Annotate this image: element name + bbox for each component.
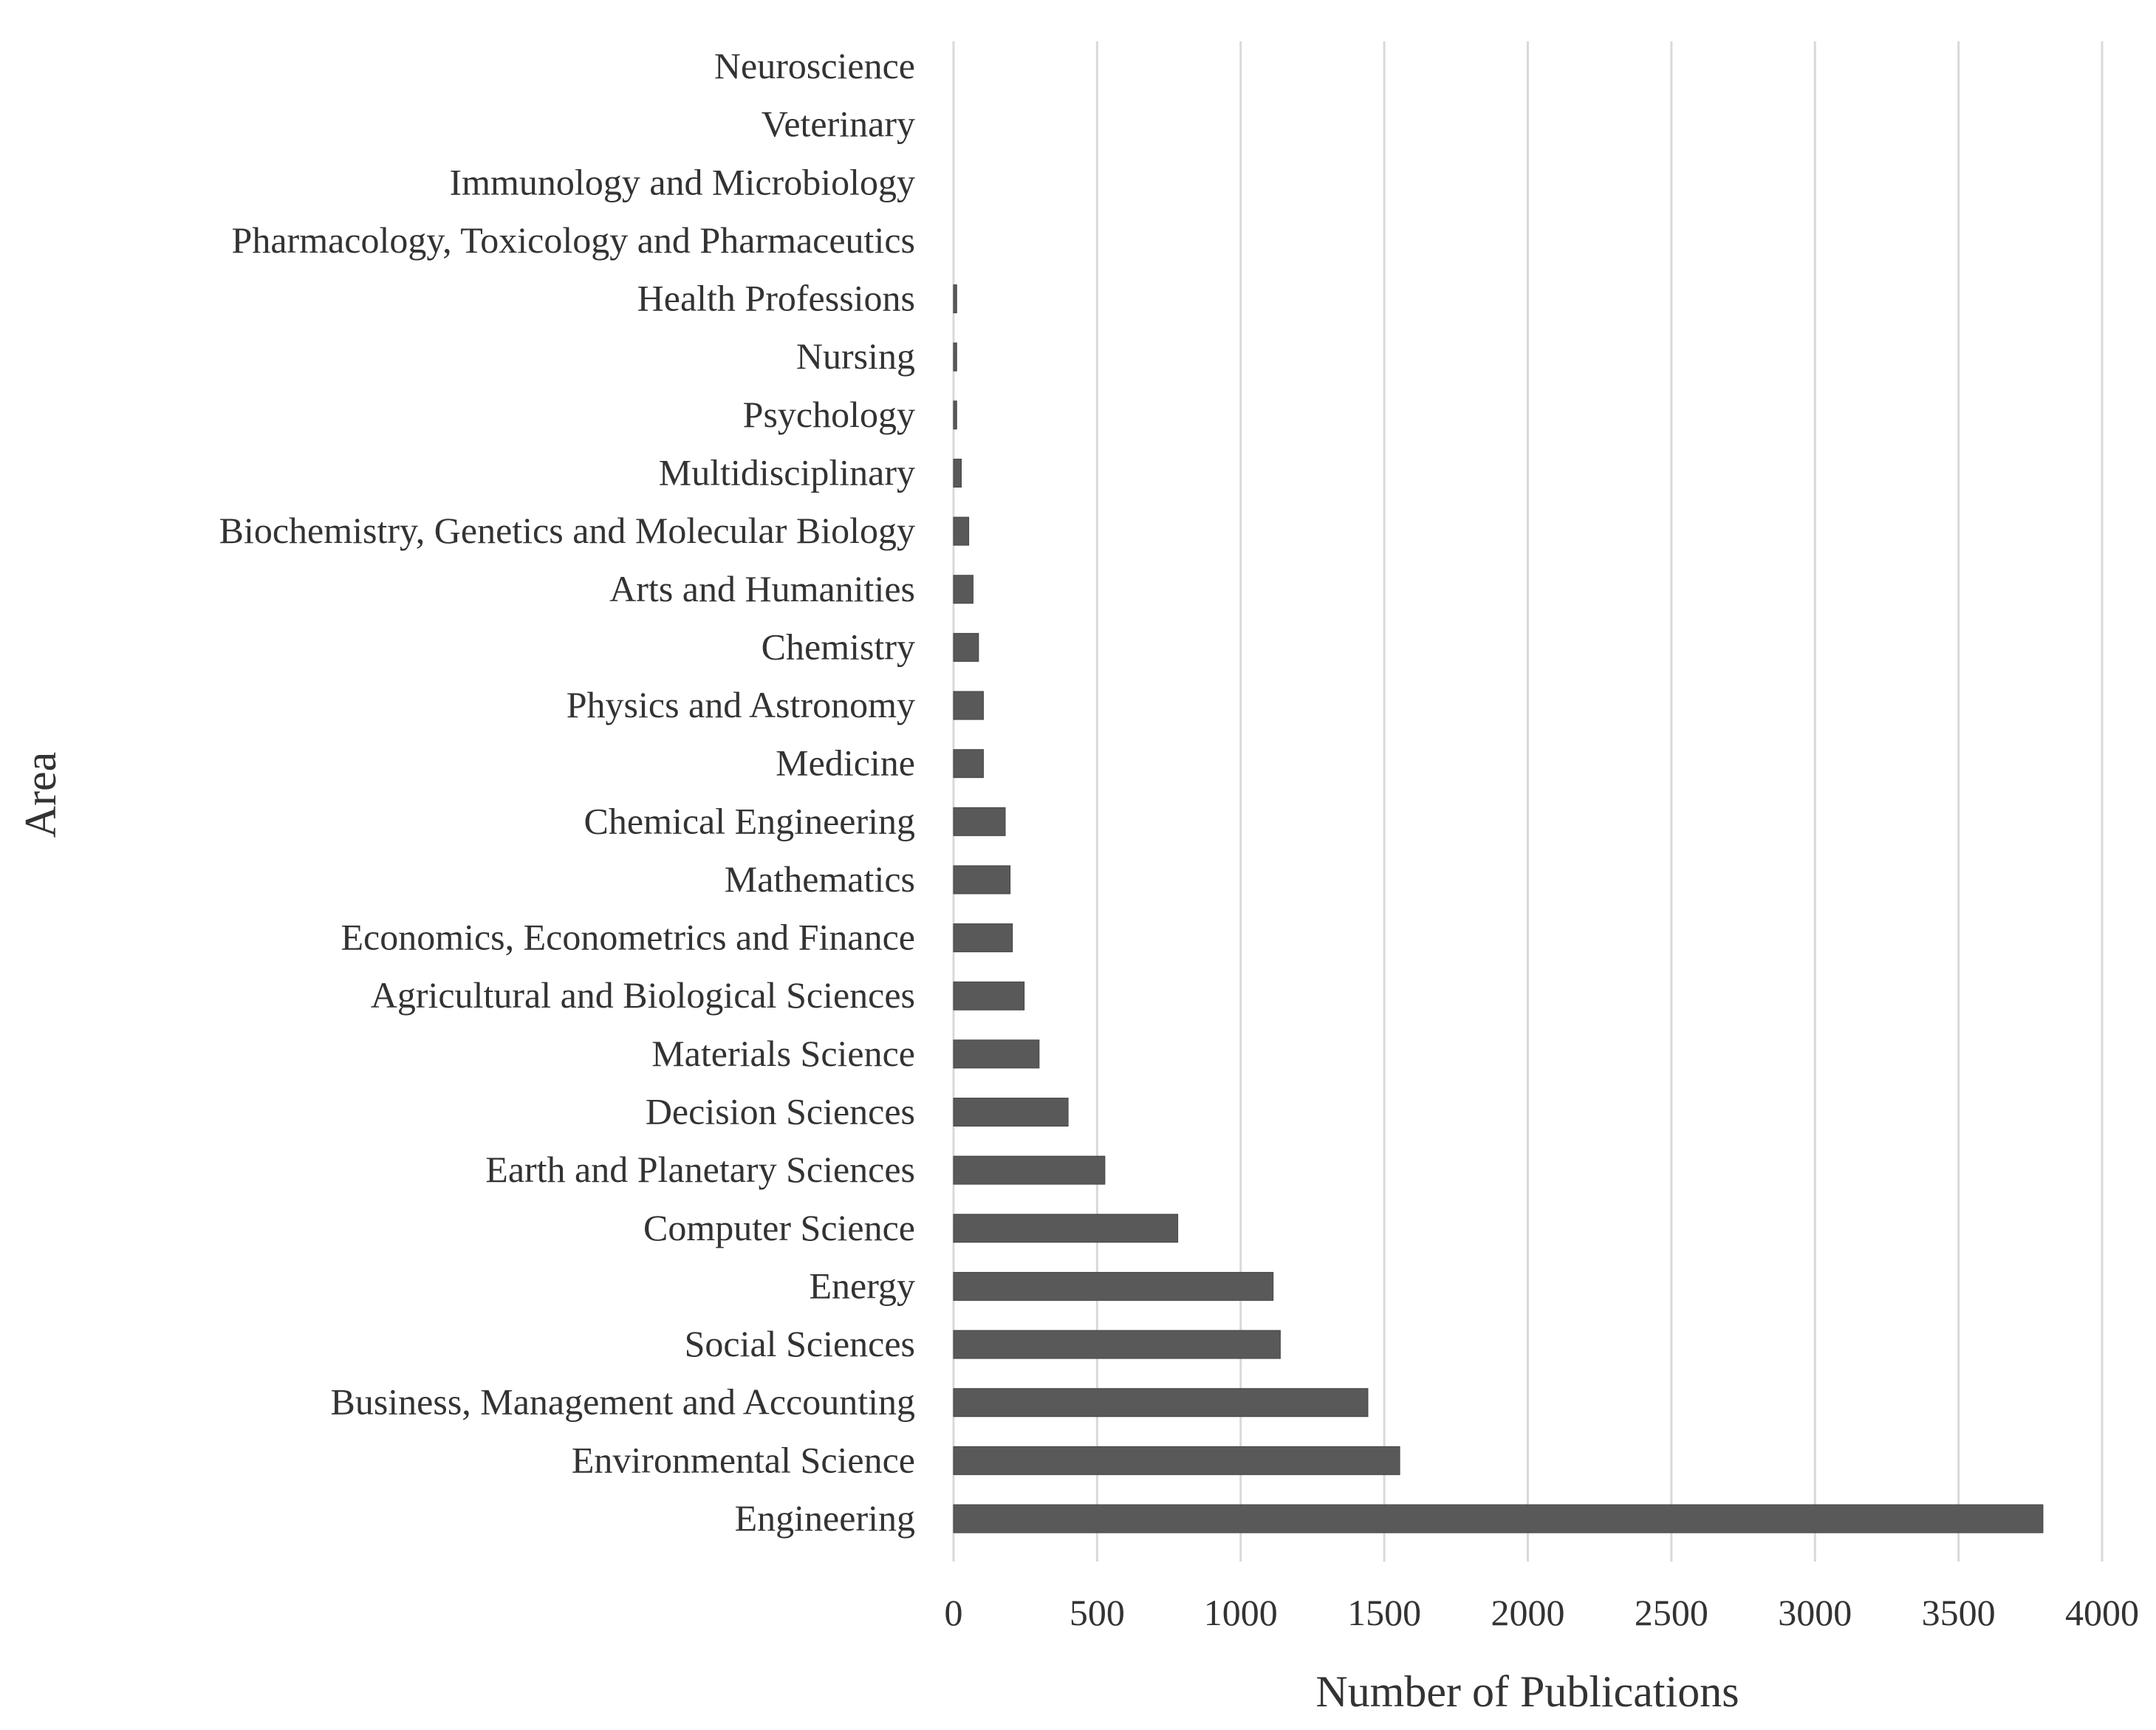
category-label: Mathematics: [725, 858, 915, 900]
bar: [953, 1330, 1281, 1359]
category-label: Economics, Econometrics and Finance: [340, 917, 915, 958]
bars: [953, 284, 2044, 1534]
bar: [953, 981, 1025, 1011]
bar: [953, 458, 962, 488]
category-label: Agricultural and Biological Sciences: [371, 974, 915, 1016]
category-label: Computer Science: [643, 1207, 915, 1248]
bar: [953, 516, 970, 546]
x-tick-label: 3000: [1778, 1592, 1852, 1633]
bar: [953, 691, 984, 720]
x-tick-label: 1000: [1204, 1592, 1278, 1633]
category-label: Chemistry: [762, 626, 915, 667]
bar: [953, 749, 984, 779]
bar: [953, 1504, 2044, 1534]
category-label: Neuroscience: [714, 45, 915, 86]
bar: [953, 923, 1013, 953]
bar: [953, 1271, 1274, 1301]
category-label: Health Professions: [637, 278, 915, 319]
x-tick-label: 500: [1070, 1592, 1125, 1633]
category-label: Physics and Astronomy: [567, 684, 915, 725]
category-label: Veterinary: [762, 103, 915, 145]
bar: [953, 1214, 1179, 1243]
bar: [953, 1098, 1069, 1127]
bar: [953, 284, 957, 314]
category-label: Pharmacology, Toxicology and Pharmaceuti…: [232, 219, 915, 261]
bar: [953, 400, 957, 430]
category-label: Business, Management and Accounting: [330, 1381, 915, 1423]
bar: [953, 575, 973, 604]
x-tick-label: 0: [945, 1592, 963, 1633]
category-labels: Neuroscience Veterinary Immunology and Mic…: [219, 45, 915, 1539]
x-tick-label: 2000: [1491, 1592, 1565, 1633]
category-label: Earth and Planetary Sciences: [485, 1149, 915, 1190]
bar: [953, 1155, 1106, 1185]
category-label: Social Sciences: [685, 1323, 915, 1364]
category-label: Immunology and Microbiology: [450, 161, 916, 202]
category-label: Medicine: [776, 742, 915, 784]
bar: [953, 1388, 1369, 1418]
category-label: Decision Sciences: [646, 1091, 915, 1132]
category-label: Arts and Humanities: [609, 568, 915, 609]
category-label: Psychology: [743, 394, 915, 435]
y-axis-label: Area: [16, 752, 65, 838]
bar: [953, 865, 1011, 895]
category-label: Multidisciplinary: [659, 451, 915, 493]
bar: [953, 1039, 1040, 1069]
x-tick-label: 2500: [1635, 1592, 1708, 1633]
x-tick-labels: 0 500 1000 1500 2000 2500 3000 3500 4000: [945, 1592, 2140, 1633]
x-tick-label: 1500: [1347, 1592, 1421, 1633]
category-label: Nursing: [796, 335, 915, 377]
category-label: Environmental Science: [572, 1439, 915, 1480]
category-label: Materials Science: [651, 1033, 915, 1074]
category-label: Engineering: [735, 1497, 915, 1539]
x-tick-label: 4000: [2065, 1592, 2139, 1633]
bar: [953, 807, 1006, 836]
bar: [953, 632, 979, 662]
category-label: Chemical Engineering: [584, 800, 915, 841]
category-label: Biochemistry, Genetics and Molecular Bio…: [219, 510, 915, 551]
gridlines: [952, 41, 2104, 1562]
category-label: Energy: [810, 1265, 915, 1306]
x-axis-label: Number of Publications: [1315, 1667, 1739, 1716]
bar: [953, 1446, 1400, 1475]
x-tick-label: 3500: [1922, 1592, 1996, 1633]
bar: [953, 342, 957, 372]
